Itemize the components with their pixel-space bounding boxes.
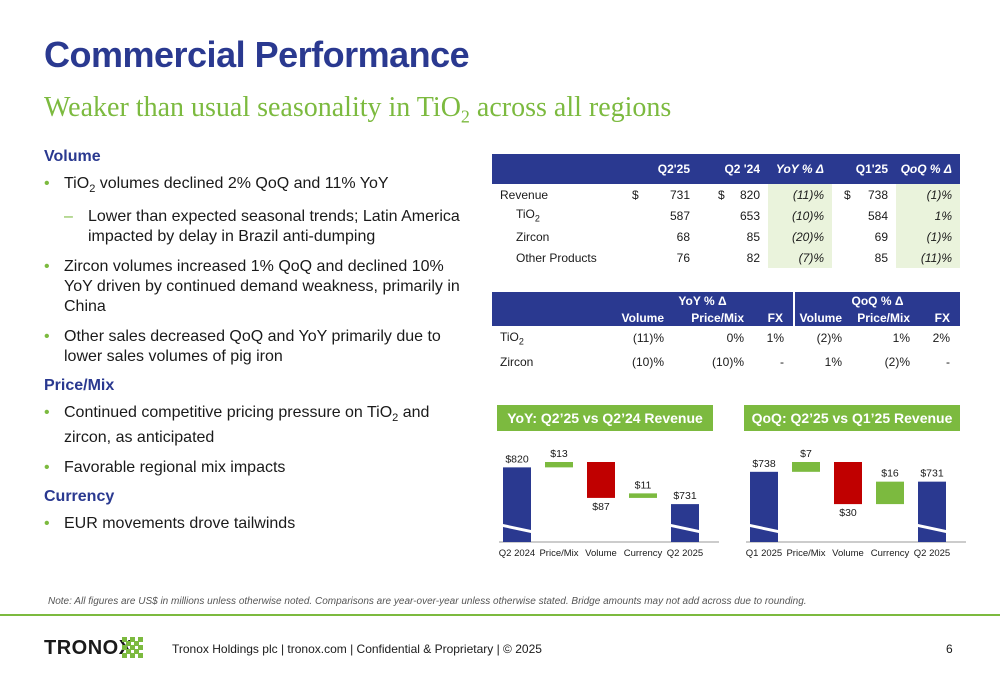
- data-label: $731: [673, 490, 697, 502]
- footer-divider: [0, 614, 1000, 616]
- qoq-chart-title: QoQ: Q2’25 vs Q1’25 Revenue: [744, 405, 960, 431]
- volume-subbullet: – Lower than expected seasonal trends; La…: [64, 208, 460, 246]
- revenue-table-header: Q2'25 Q2 '24 YoY % Δ Q1'25 QoQ % Δ: [492, 154, 960, 184]
- yoy-revenue-bridge-chart: $820 Q2 2024 $13 Price/Mix $87 Volume $11 Curre…: [499, 448, 719, 559]
- bar-currency: [876, 481, 904, 505]
- tronox-logo: TRONOX: [44, 637, 133, 659]
- bar-price-mix: [545, 462, 573, 468]
- category-label: Currency: [871, 548, 910, 559]
- data-label: $820: [505, 453, 529, 465]
- axis-break-icon: [503, 524, 531, 533]
- table-row: Other Products 76 82 (7)% 85 (11)%: [492, 247, 960, 268]
- category-label: Q2 2025: [914, 548, 950, 559]
- data-label: $13: [550, 448, 568, 460]
- group-qoq: QoQ % Δ: [793, 292, 960, 309]
- page-title: Commercial Performance: [44, 34, 470, 75]
- volume-heading: Volume: [44, 148, 101, 165]
- bar-price-mix: [792, 462, 820, 472]
- col-q2-25: Q2'25: [622, 154, 698, 184]
- col-yoy: YoY % Δ: [768, 154, 832, 184]
- category-label: Price/Mix: [539, 548, 578, 559]
- page-number: 6: [946, 642, 953, 656]
- data-label: $731: [920, 468, 944, 480]
- drivers-group-header: YoY % Δ QoQ % Δ: [492, 292, 960, 309]
- data-label: $7: [800, 448, 812, 460]
- volume-bullet-other: • Other sales decreased QoQ and YoY prima…: [44, 328, 441, 366]
- table-row: Zircon 68 85 (20)% 69 (1)%: [492, 226, 960, 247]
- footnote: Note: All figures are US$ in millions un…: [48, 596, 807, 607]
- bullet-icon: •: [44, 515, 50, 533]
- table-row: TiO2 (11)% 0% 1% (2)% 1% 2%: [500, 329, 950, 347]
- drivers-table: YoY % Δ QoQ % Δ Volume Price/Mix FX Volu…: [492, 292, 960, 374]
- volume-bullet-zircon: • Zircon volumes increased 1% QoQ and dec…: [44, 258, 460, 316]
- bar-currency: [629, 493, 657, 498]
- bar-volume: [587, 462, 615, 498]
- qoq-revenue-bridge-chart: $738 Q1 2025 $7 Price/Mix $30 Volume $16 Curren…: [746, 448, 966, 559]
- bullet-icon: •: [44, 404, 50, 422]
- commentary-panel: Volume • TiO2 volumes declined 2% QoQ and…: [44, 148, 474, 544]
- data-label: $738: [752, 458, 776, 470]
- data-label: $30: [839, 507, 857, 519]
- footer-text: Tronox Holdings plc | tronox.com | Confi…: [172, 642, 542, 656]
- data-label: $11: [635, 479, 652, 491]
- bullet-icon: •: [44, 459, 50, 477]
- category-label: Q2 2024: [499, 548, 535, 559]
- category-label: Q2 2025: [667, 548, 703, 559]
- drivers-col-header: Volume Price/Mix FX Volume Price/Mix FX: [492, 309, 960, 326]
- axis-break-icon: [671, 524, 699, 533]
- col-q1-25: Q1'25: [832, 154, 896, 184]
- data-label: $87: [592, 501, 610, 513]
- currency-bullet: • EUR movements drove tailwinds: [44, 515, 296, 533]
- axis-break-icon: [750, 524, 778, 533]
- bar-volume: [834, 462, 862, 505]
- page-subtitle: Weaker than usual seasonality in TiO2 ac…: [44, 92, 672, 127]
- data-label: $16: [881, 468, 899, 480]
- bar-q2-2025: [671, 504, 699, 542]
- table-row: Revenue $731 $820 (11)% $738 (1)%: [492, 184, 960, 205]
- bullet-icon: •: [44, 258, 50, 276]
- price-bullet-mix: • Favorable regional mix impacts: [44, 459, 286, 477]
- category-label: Volume: [585, 548, 617, 559]
- tronox-logo-mark-icon: [122, 637, 143, 658]
- bullet-icon: •: [44, 175, 50, 192]
- volume-bullet-tio2: • TiO2 volumes declined 2% QoQ and 11% Yo…: [44, 175, 389, 196]
- bar-q2-2025: [918, 481, 946, 542]
- table-row: TiO2 587 653 (10)% 584 1%: [492, 205, 960, 226]
- revenue-table: Q2'25 Q2 '24 YoY % Δ Q1'25 QoQ % Δ Reven…: [492, 154, 960, 268]
- price-bullet-pressure: • Continued competitive pricing pressure …: [44, 404, 430, 447]
- dash-icon: –: [64, 208, 73, 226]
- currency-heading: Currency: [44, 488, 115, 506]
- category-label: Volume: [832, 548, 864, 559]
- price-heading: Price/Mix: [44, 377, 115, 395]
- col-qoq: QoQ % Δ: [896, 154, 960, 184]
- col-q2-24: Q2 '24: [698, 154, 768, 184]
- category-label: Price/Mix: [786, 548, 825, 559]
- bullet-icon: •: [44, 328, 50, 346]
- category-label: Currency: [624, 548, 663, 559]
- category-label: Q1 2025: [746, 548, 782, 559]
- yoy-chart-title: YoY: Q2’25 vs Q2’24 Revenue: [497, 405, 713, 431]
- table-row: Zircon (10)% (10)% - 1% (2)% -: [500, 355, 950, 369]
- axis-break-icon: [918, 524, 946, 533]
- group-yoy: YoY % Δ: [612, 292, 794, 309]
